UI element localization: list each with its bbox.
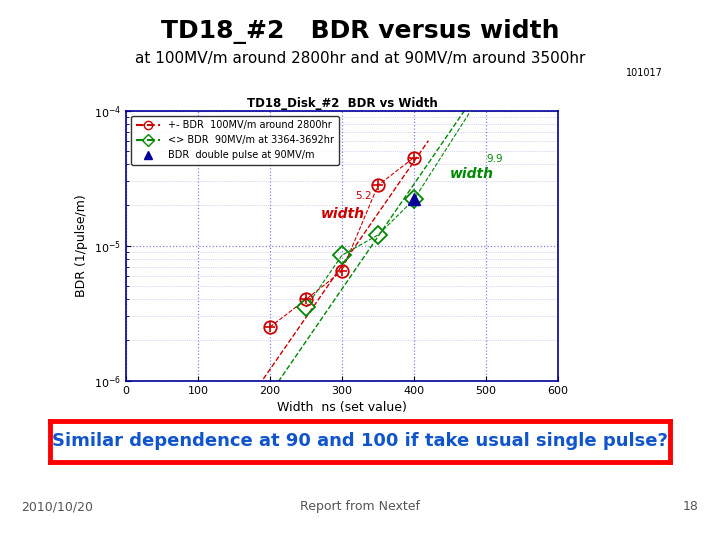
Text: width: width [320,207,364,221]
Text: Report from Nextef: Report from Nextef [300,500,420,513]
Legend: +- BDR  100MV/m around 2800hr, <> BDR  90MV/m at 3364-3692hr, BDR  double pulse : +- BDR 100MV/m around 2800hr, <> BDR 90M… [131,116,338,165]
Text: width: width [450,166,494,180]
Text: 2010/10/20: 2010/10/20 [22,500,94,513]
Text: 9.9: 9.9 [486,153,503,164]
Y-axis label: BDR (1/pulse/m): BDR (1/pulse/m) [76,194,89,297]
Text: 18: 18 [683,500,698,513]
Text: Similar dependence at 90 and 100 if take usual single pulse?: Similar dependence at 90 and 100 if take… [52,433,668,450]
Text: TD18_#2   BDR versus width: TD18_#2 BDR versus width [161,19,559,44]
X-axis label: Width  ns (set value): Width ns (set value) [277,401,407,414]
Text: at 100MV/m around 2800hr and at 90MV/m around 3500hr: at 100MV/m around 2800hr and at 90MV/m a… [135,51,585,66]
Text: 5.2: 5.2 [355,192,372,201]
Title: TD18_Disk_#2  BDR vs Width: TD18_Disk_#2 BDR vs Width [247,97,437,110]
Text: 101017: 101017 [626,68,663,78]
